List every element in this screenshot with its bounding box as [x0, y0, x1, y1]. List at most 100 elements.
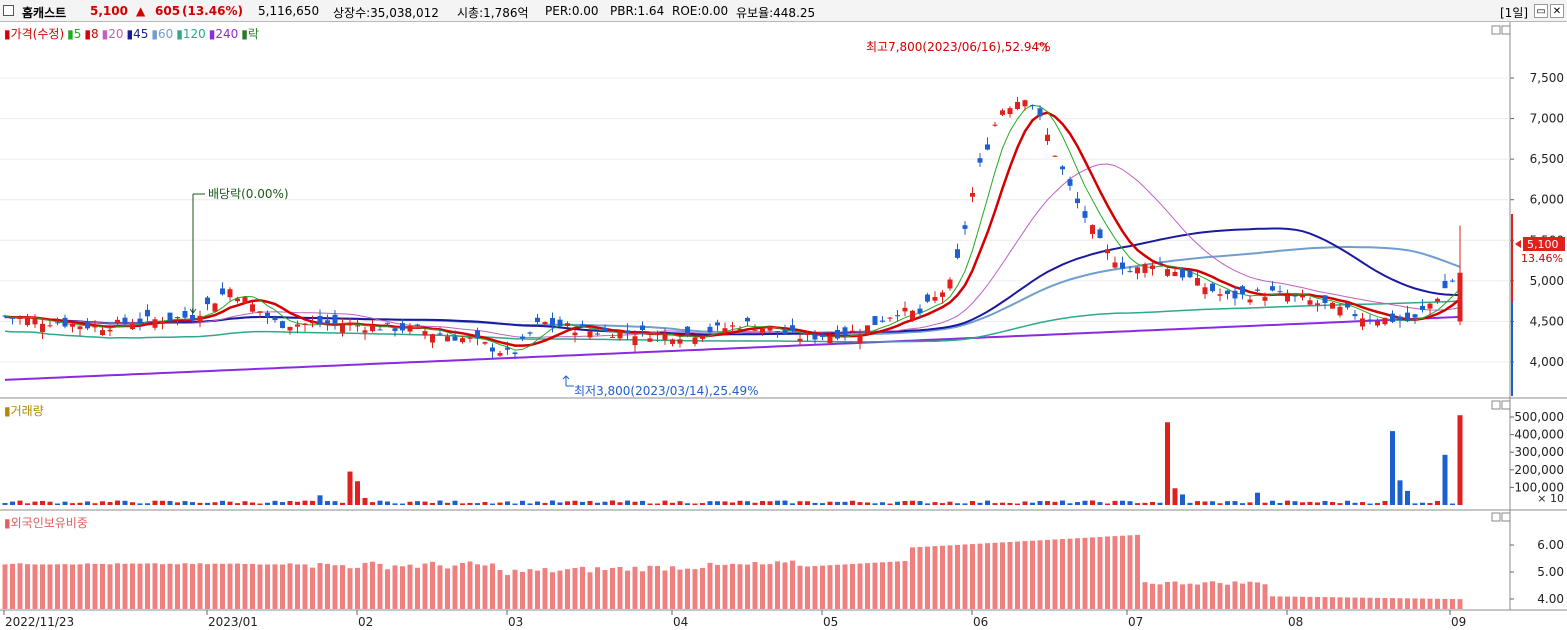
candle-body	[235, 298, 240, 302]
foreign-bar	[737, 564, 743, 609]
volume-panel[interactable]: ▮거래량	[0, 398, 1567, 510]
foreign-bar	[1210, 581, 1215, 609]
candle-body	[985, 144, 990, 150]
panel-button	[1501, 512, 1511, 522]
foreign-bar	[1255, 582, 1260, 609]
volume-bar	[677, 501, 683, 505]
candle-body	[452, 336, 458, 341]
foreign-bar	[820, 565, 825, 609]
candle-body	[32, 318, 38, 325]
foreign-bar	[467, 561, 473, 609]
volume-bar	[1157, 502, 1163, 505]
foreign-bar	[1022, 541, 1028, 609]
foreign-bar	[497, 570, 503, 609]
minimize-button[interactable]: ▭	[1534, 4, 1548, 18]
volume-bar	[115, 500, 120, 505]
foreign-bar	[115, 563, 120, 609]
foreign-bar	[970, 544, 975, 609]
volume-bar	[1405, 490, 1410, 505]
foreign-bar	[692, 569, 698, 609]
candle-body	[565, 323, 570, 326]
foreign-bar	[1082, 537, 1088, 609]
volume-bar	[902, 501, 908, 505]
price-panel[interactable]: ▮가격(수정) ▮5 ▮8 ▮20 ▮45 ▮60 ▮120 ▮240 ▮락 최고7,800(2…	[0, 22, 1567, 398]
candle-body	[482, 342, 488, 344]
volume-bar	[1300, 502, 1305, 505]
foreign-bar	[430, 561, 435, 609]
volume-bar	[542, 502, 548, 505]
volume-bar	[325, 501, 330, 505]
candle-body	[25, 317, 30, 326]
candle-body	[272, 317, 278, 321]
volume-bar	[362, 497, 368, 505]
select-checkbox[interactable]	[3, 5, 14, 16]
foreign-bar	[902, 561, 908, 609]
candle-body	[947, 279, 953, 289]
y-tick-label: 4.00	[1537, 592, 1564, 606]
price-tag-bg	[1523, 237, 1565, 251]
candle-body	[1277, 291, 1283, 293]
ma45-line	[4, 227, 1461, 336]
volume-bar	[377, 500, 383, 505]
foreign-bar	[347, 568, 353, 609]
foreign-bar	[1030, 540, 1035, 609]
volume-bar	[1030, 502, 1035, 505]
volume-bar	[497, 502, 503, 505]
candle-body	[467, 337, 473, 339]
foreign-bar	[407, 564, 413, 609]
foreign-bar	[602, 570, 608, 609]
volume-bar	[662, 500, 668, 505]
foreign-bar	[550, 572, 555, 609]
current-price: 5,100	[90, 4, 128, 18]
candle-body	[1127, 271, 1133, 273]
volume-bar	[1225, 501, 1230, 505]
foreign-bar	[1345, 597, 1350, 609]
foreign-bar	[1322, 597, 1328, 609]
x-tick-label: 2022/11/23	[5, 615, 74, 629]
volume-bar	[355, 481, 360, 505]
volume-bar	[767, 501, 773, 505]
volume-bar	[655, 503, 660, 505]
panel-button	[1491, 400, 1501, 410]
candle-body	[257, 311, 263, 313]
foreign-bar	[1195, 584, 1200, 609]
candle-body	[1382, 317, 1388, 325]
foreign-bar	[1397, 598, 1403, 609]
volume-bar	[910, 500, 915, 505]
reserve-ratio: 유보율:448.25	[736, 6, 816, 20]
candle-body	[437, 333, 443, 335]
foreign-bar	[520, 571, 525, 609]
volume-bar	[460, 503, 465, 505]
foreign-bar	[1435, 598, 1440, 609]
volume-bar	[47, 501, 53, 505]
candle-body	[1142, 264, 1148, 273]
volume-bar	[1457, 415, 1463, 505]
foreign-bar	[1330, 597, 1335, 609]
candle-body	[1172, 271, 1178, 277]
candle-body	[527, 332, 533, 334]
foreign-bar	[1052, 539, 1058, 609]
x-tick-label: 04	[673, 615, 688, 629]
period-selector[interactable]: [1일]	[1500, 6, 1529, 20]
foreign-bar	[1067, 538, 1073, 609]
foreign-bar	[1315, 596, 1320, 609]
candle-body	[835, 329, 840, 339]
candle-body	[197, 315, 203, 323]
volume-bar	[175, 502, 180, 505]
candle-body	[1217, 294, 1223, 296]
candle-body	[677, 339, 683, 344]
candle-body	[722, 328, 728, 333]
volume-bar	[565, 501, 570, 505]
close-button[interactable]: ✕	[1550, 4, 1564, 18]
candle-body	[1052, 155, 1058, 157]
panel-button	[1491, 512, 1501, 522]
volume-bar	[452, 500, 458, 505]
y-tick-label: 200,000	[1514, 463, 1564, 477]
candle-body	[1180, 269, 1185, 278]
candle-body	[347, 323, 353, 326]
foreign-panel[interactable]: ▮외국인보유비중	[0, 510, 1567, 610]
candle-body	[1060, 166, 1065, 170]
candle-body	[137, 318, 143, 324]
foreign-bar	[325, 563, 330, 609]
candle-body	[1082, 211, 1088, 218]
